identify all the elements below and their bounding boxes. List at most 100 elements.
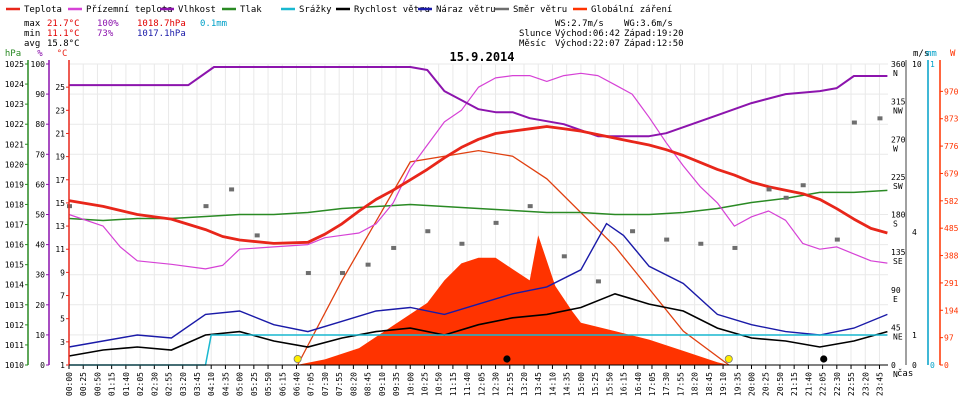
temperature-tick-label: 11 [55, 245, 65, 254]
humidity-tick-label: 40 [35, 241, 45, 250]
astro-sun-label: Slunce [519, 29, 552, 39]
radiation-layer [296, 149, 730, 366]
x-tick-label: 03:20 [179, 372, 188, 396]
astro-wg: WG:3.6m/s [624, 19, 673, 29]
wind-direction-point [365, 262, 371, 267]
astro-sunrise: Východ:06:42 [555, 29, 620, 39]
x-tick-label: 02:05 [136, 372, 145, 396]
x-tick-label: 09:35 [392, 372, 401, 396]
humidity-tick-label: 0 [40, 361, 45, 370]
wind-direction-point [698, 241, 704, 246]
wind-tick-label: 4 [912, 228, 917, 237]
radiation-tick-label: 388 [944, 252, 959, 261]
x-tick-label: 09:10 [378, 372, 387, 396]
x-tick-label: 20:25 [762, 372, 771, 396]
wind-direction-point [766, 187, 772, 192]
x-tick-label: 13:20 [520, 372, 529, 396]
x-tick-label: 02:30 [150, 372, 159, 396]
direction-tick-label: 315 [891, 98, 906, 107]
legend-label-wind_gust: Náraz větru [436, 5, 496, 15]
x-tick-label: 12:30 [492, 372, 501, 396]
legend-label-radiation: Globální záření [591, 5, 672, 15]
series-temperature [68, 125, 888, 245]
series-wind-speed [68, 292, 888, 357]
wind-direction-point [732, 245, 738, 250]
temperature-tick-label: 13 [55, 222, 65, 231]
precip-tick-label: 1 [930, 60, 935, 69]
humidity-tick-label: 30 [35, 271, 45, 280]
direction-tick-label: 360 [891, 60, 906, 69]
x-tick-label: 02:55 [165, 372, 174, 396]
wind-direction-point [305, 271, 311, 276]
temperature-tick-label: 7 [60, 292, 65, 301]
x-tick-label: 10:50 [435, 372, 444, 396]
x-tick-label: 07:55 [335, 372, 344, 396]
pressure-tick-label: 1025 [5, 60, 24, 69]
radiation-theoretical-line [297, 149, 730, 366]
axes: hPa1010101110121013101410151016101710181… [5, 49, 959, 379]
x-tick-label: 05:00 [236, 372, 245, 396]
direction-tick-compass: NW [893, 107, 903, 116]
humidity-tick-label: 20 [35, 301, 45, 310]
x-tick-label: 17:55 [676, 372, 685, 396]
x-tick-label: 18:20 [691, 372, 700, 396]
temperature-tick-label: 21 [55, 129, 65, 138]
wind-direction-point [877, 116, 883, 121]
series-wind-gust [68, 222, 888, 348]
series-feels-like [68, 72, 888, 270]
pressure-tick-label: 1016 [5, 241, 24, 250]
radiation-area [296, 235, 729, 365]
x-tick-label: 21:15 [790, 372, 799, 396]
temperature-tick-label: 19 [55, 153, 65, 162]
x-tick-label: 20:50 [776, 372, 785, 396]
direction-tick-compass: W [893, 144, 898, 153]
temperature-tick-label: 5 [60, 315, 65, 324]
chart-title: 15.9.2014 [449, 50, 514, 64]
pressure-tick-label: 1024 [5, 80, 24, 89]
pressure-tick-label: 1013 [5, 301, 24, 310]
direction-tick-compass: N [893, 69, 898, 78]
stats-max-label: max [24, 19, 41, 29]
direction-tick-label: 270 [891, 135, 906, 144]
temperature-tick-label: 25 [55, 83, 65, 92]
wind-direction-point [391, 245, 397, 250]
x-tick-label: 11:15 [449, 372, 458, 396]
pressure-tick-label: 1023 [5, 100, 24, 109]
x-tick-label: 07:30 [321, 372, 330, 396]
wind-direction-point [459, 241, 465, 246]
temperature-tick-label: 17 [55, 176, 65, 185]
astro-ws: WS:2.7m/s [555, 19, 604, 29]
x-tick-label: 15:00 [577, 372, 586, 396]
radiation-tick-label: 873 [944, 115, 959, 124]
wind-tick-label: 10 [912, 60, 922, 69]
legend-label-precip: Srážky [299, 5, 332, 15]
direction-tick-label: 0 [891, 361, 896, 370]
direction-tick-compass: NE [893, 332, 903, 341]
wind-direction-point [340, 271, 345, 276]
sunrise-marker [293, 354, 302, 363]
x-tick-label: 05:25 [250, 372, 259, 396]
pressure-tick-label: 1017 [5, 221, 24, 230]
x-tick-label: 17:30 [662, 372, 671, 396]
radiation-tick-label: 970 [944, 87, 959, 96]
temperature-axis-unit: °C [57, 49, 68, 59]
x-tick-label: 07:05 [307, 372, 316, 396]
x-tick-label: 23:20 [861, 372, 870, 396]
x-tick-label: 14:10 [548, 372, 557, 396]
pressure-tick-label: 1010 [5, 361, 24, 370]
radiation-tick-label: 485 [944, 224, 959, 233]
direction-tick-compass: SW [893, 182, 903, 191]
x-tick-label: 13:45 [534, 372, 543, 396]
x-tick-label: 22:05 [819, 372, 828, 396]
stats-max-temp: 21.7°C [47, 19, 80, 29]
stats-max-hum: 100% [97, 19, 119, 29]
wind-direction-point [630, 229, 636, 234]
temperature-tick-label: 23 [55, 106, 65, 115]
moonrise-marker [820, 355, 828, 363]
x-tick-label: 18:45 [705, 372, 714, 396]
stats-block: max 21.7°C 100% 1018.7hPa 0.1mm min 11.1… [24, 19, 227, 49]
humidity-tick-label: 80 [35, 120, 45, 129]
x-tick-label: 06:40 [293, 372, 302, 396]
astro-moonset: Západ:12:50 [624, 39, 684, 49]
